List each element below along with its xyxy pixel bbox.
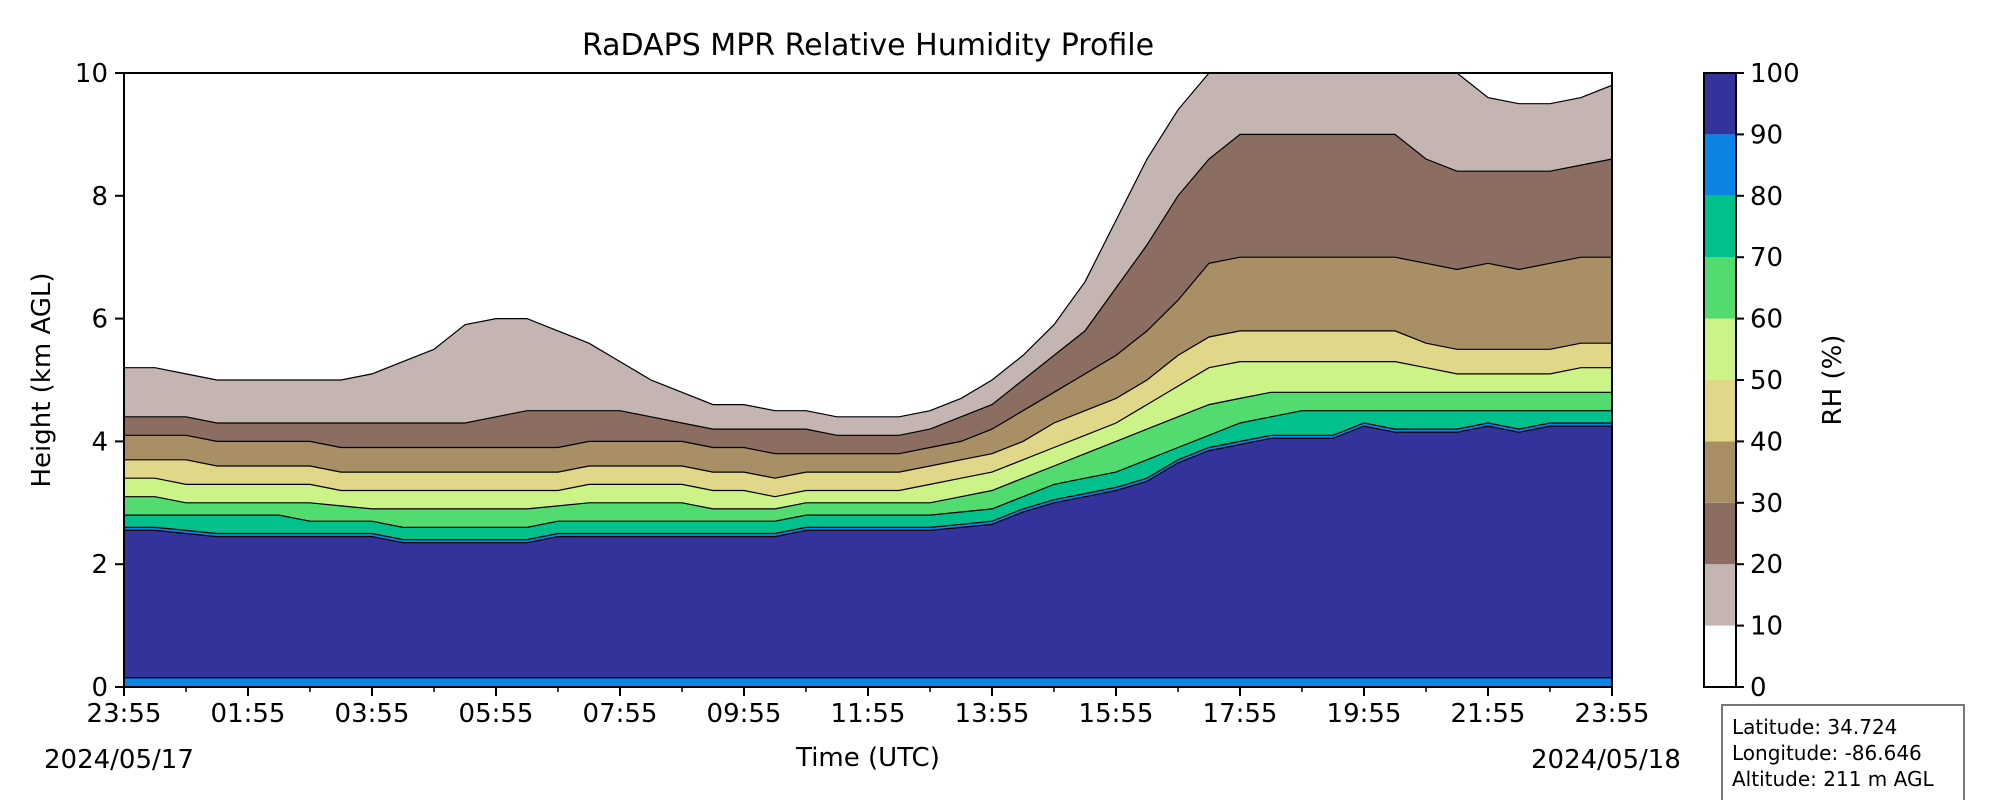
colorbar-segment: [1704, 318, 1736, 380]
colorbar: 0 10 20 30 40 50 60 70 80 90 100: [1703, 59, 1800, 703]
colorbar-segment: [1704, 134, 1736, 196]
colorbar-segment: [1704, 441, 1736, 503]
colorbar-segment: [1704, 73, 1736, 135]
x-axis-label: Time (UTC): [795, 743, 940, 773]
colorbar-label: RH (%): [1818, 335, 1848, 426]
x-tick-label: 21:55: [1451, 699, 1526, 729]
colorbar-tick-label: 60: [1750, 305, 1783, 335]
colorbar-tick-label: 80: [1750, 182, 1783, 212]
longitude-text: Longitude: -86.646: [1732, 741, 1922, 765]
y-tick-label: 10: [75, 59, 108, 89]
y-tick-label: 6: [91, 305, 108, 335]
contour-plot-area: [123, 72, 1613, 688]
latitude-text: Latitude: 34.724: [1732, 715, 1897, 739]
colorbar-tick-label: 100: [1750, 59, 1800, 89]
x-tick-label: 19:55: [1327, 699, 1402, 729]
altitude-text: Altitude: 211 m AGL: [1732, 767, 1934, 791]
colorbar-tick-label: 20: [1750, 550, 1783, 580]
y-tick-label: 8: [91, 182, 108, 212]
x-tick-label: 09:55: [707, 699, 782, 729]
colorbar-segment: [1704, 625, 1736, 687]
x-tick-label: 13:55: [955, 699, 1030, 729]
start-date-label: 2024/05/17: [44, 745, 194, 775]
colorbar-tick-label: 90: [1750, 120, 1783, 150]
x-tick-label: 07:55: [583, 699, 658, 729]
colorbar-segment: [1704, 257, 1736, 319]
x-tick-label: 05:55: [459, 699, 534, 729]
x-axis: 23:55 01:55 03:55 05:55 07:55 09:55 11:55 13:55…: [87, 687, 1650, 729]
x-tick-label: 11:55: [831, 699, 906, 729]
colorbar-segment: [1704, 564, 1736, 626]
y-axis: 0 2 4 6 8 10: [75, 59, 124, 703]
colorbar-segment: [1704, 195, 1736, 258]
y-tick-label: 2: [91, 550, 108, 580]
x-tick-label: 15:55: [1079, 699, 1154, 729]
chart-title: RaDAPS MPR Relative Humidity Profile: [582, 28, 1154, 63]
colorbar-tick-label: 40: [1750, 427, 1783, 457]
x-tick-label: 03:55: [335, 699, 410, 729]
end-date-label: 2024/05/18: [1531, 745, 1681, 775]
y-axis-label: Height (km AGL): [27, 272, 57, 487]
colorbar-tick-label: 10: [1750, 612, 1783, 642]
x-tick-label: 23:55: [1575, 699, 1650, 729]
colorbar-segment: [1704, 380, 1736, 442]
x-tick-label: 01:55: [211, 699, 286, 729]
colorbar-tick-label: 0: [1750, 673, 1767, 703]
y-tick-label: 0: [91, 673, 108, 703]
y-tick-label: 4: [91, 427, 108, 457]
colorbar-tick-label: 50: [1750, 366, 1783, 396]
colorbar-segment: [1704, 502, 1736, 565]
x-tick-label: 23:55: [87, 699, 162, 729]
colorbar-tick-label: 70: [1750, 243, 1783, 273]
station-info-box: Latitude: 34.724 Longitude: -86.646 Alti…: [1721, 704, 1965, 800]
colorbar-tick-label: 30: [1750, 489, 1783, 519]
x-tick-label: 17:55: [1203, 699, 1278, 729]
